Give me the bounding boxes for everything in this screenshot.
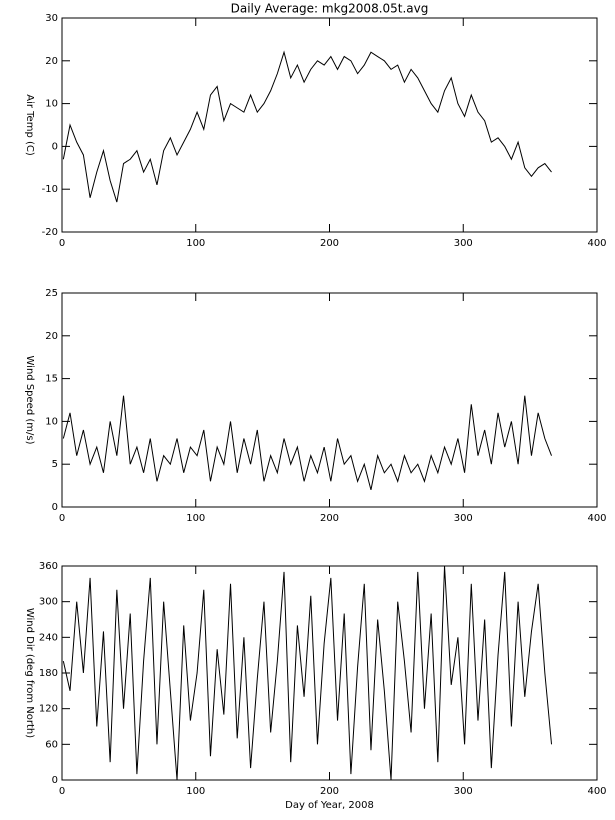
x-tick-label: 300 bbox=[454, 786, 473, 797]
x-tick-label: 0 bbox=[59, 238, 65, 249]
x-tick-label: 100 bbox=[186, 238, 205, 249]
y-axis-label: Wind Dir (deg from North) bbox=[24, 608, 35, 738]
y-tick-label: 0 bbox=[52, 775, 58, 786]
x-tick-label: 200 bbox=[320, 786, 339, 797]
y-tick-label: 30 bbox=[45, 13, 58, 24]
x-tick-label: 0 bbox=[59, 513, 65, 524]
x-tick-label: 400 bbox=[587, 513, 606, 524]
y-tick-label: 20 bbox=[45, 56, 58, 67]
chart-title: Daily Average: mkg2008.05t.avg bbox=[231, 2, 429, 16]
x-tick-label: 300 bbox=[454, 238, 473, 249]
y-axis-label: Air Temp (C) bbox=[24, 94, 35, 156]
y-tick-label: -20 bbox=[42, 227, 58, 238]
y-axis-label: Wind Speed (m/s) bbox=[24, 356, 35, 445]
y-tick-label: 10 bbox=[45, 416, 58, 427]
data-line bbox=[62, 50, 552, 203]
x-tick-label: 400 bbox=[587, 238, 606, 249]
data-line bbox=[62, 395, 552, 491]
plot-frame bbox=[61, 565, 598, 781]
y-tick-label: 0 bbox=[52, 141, 58, 152]
y-tick-label: 15 bbox=[45, 374, 58, 385]
plot-frame bbox=[61, 17, 598, 233]
y-tick-label: 60 bbox=[45, 739, 58, 750]
x-tick-label: 200 bbox=[320, 513, 339, 524]
y-tick-label: 20 bbox=[45, 331, 58, 342]
y-tick-label: 240 bbox=[39, 632, 58, 643]
y-tick-label: 180 bbox=[39, 668, 58, 679]
y-tick-label: -10 bbox=[42, 184, 58, 195]
x-tick-label: 100 bbox=[186, 786, 205, 797]
x-tick-label: 100 bbox=[186, 513, 205, 524]
x-tick-label: 300 bbox=[454, 513, 473, 524]
x-tick-label: 200 bbox=[320, 238, 339, 249]
x-tick-label: 0 bbox=[59, 786, 65, 797]
x-axis-label: Day of Year, 2008 bbox=[285, 800, 374, 811]
x-tick-label: 400 bbox=[587, 786, 606, 797]
data-line bbox=[62, 565, 553, 781]
y-tick-label: 10 bbox=[45, 99, 58, 110]
y-tick-label: 0 bbox=[52, 502, 58, 513]
y-tick-label: 360 bbox=[39, 561, 58, 572]
y-tick-label: 25 bbox=[45, 288, 58, 299]
y-tick-label: 5 bbox=[52, 459, 58, 470]
y-tick-label: 300 bbox=[39, 597, 58, 608]
y-tick-label: 120 bbox=[39, 704, 58, 715]
